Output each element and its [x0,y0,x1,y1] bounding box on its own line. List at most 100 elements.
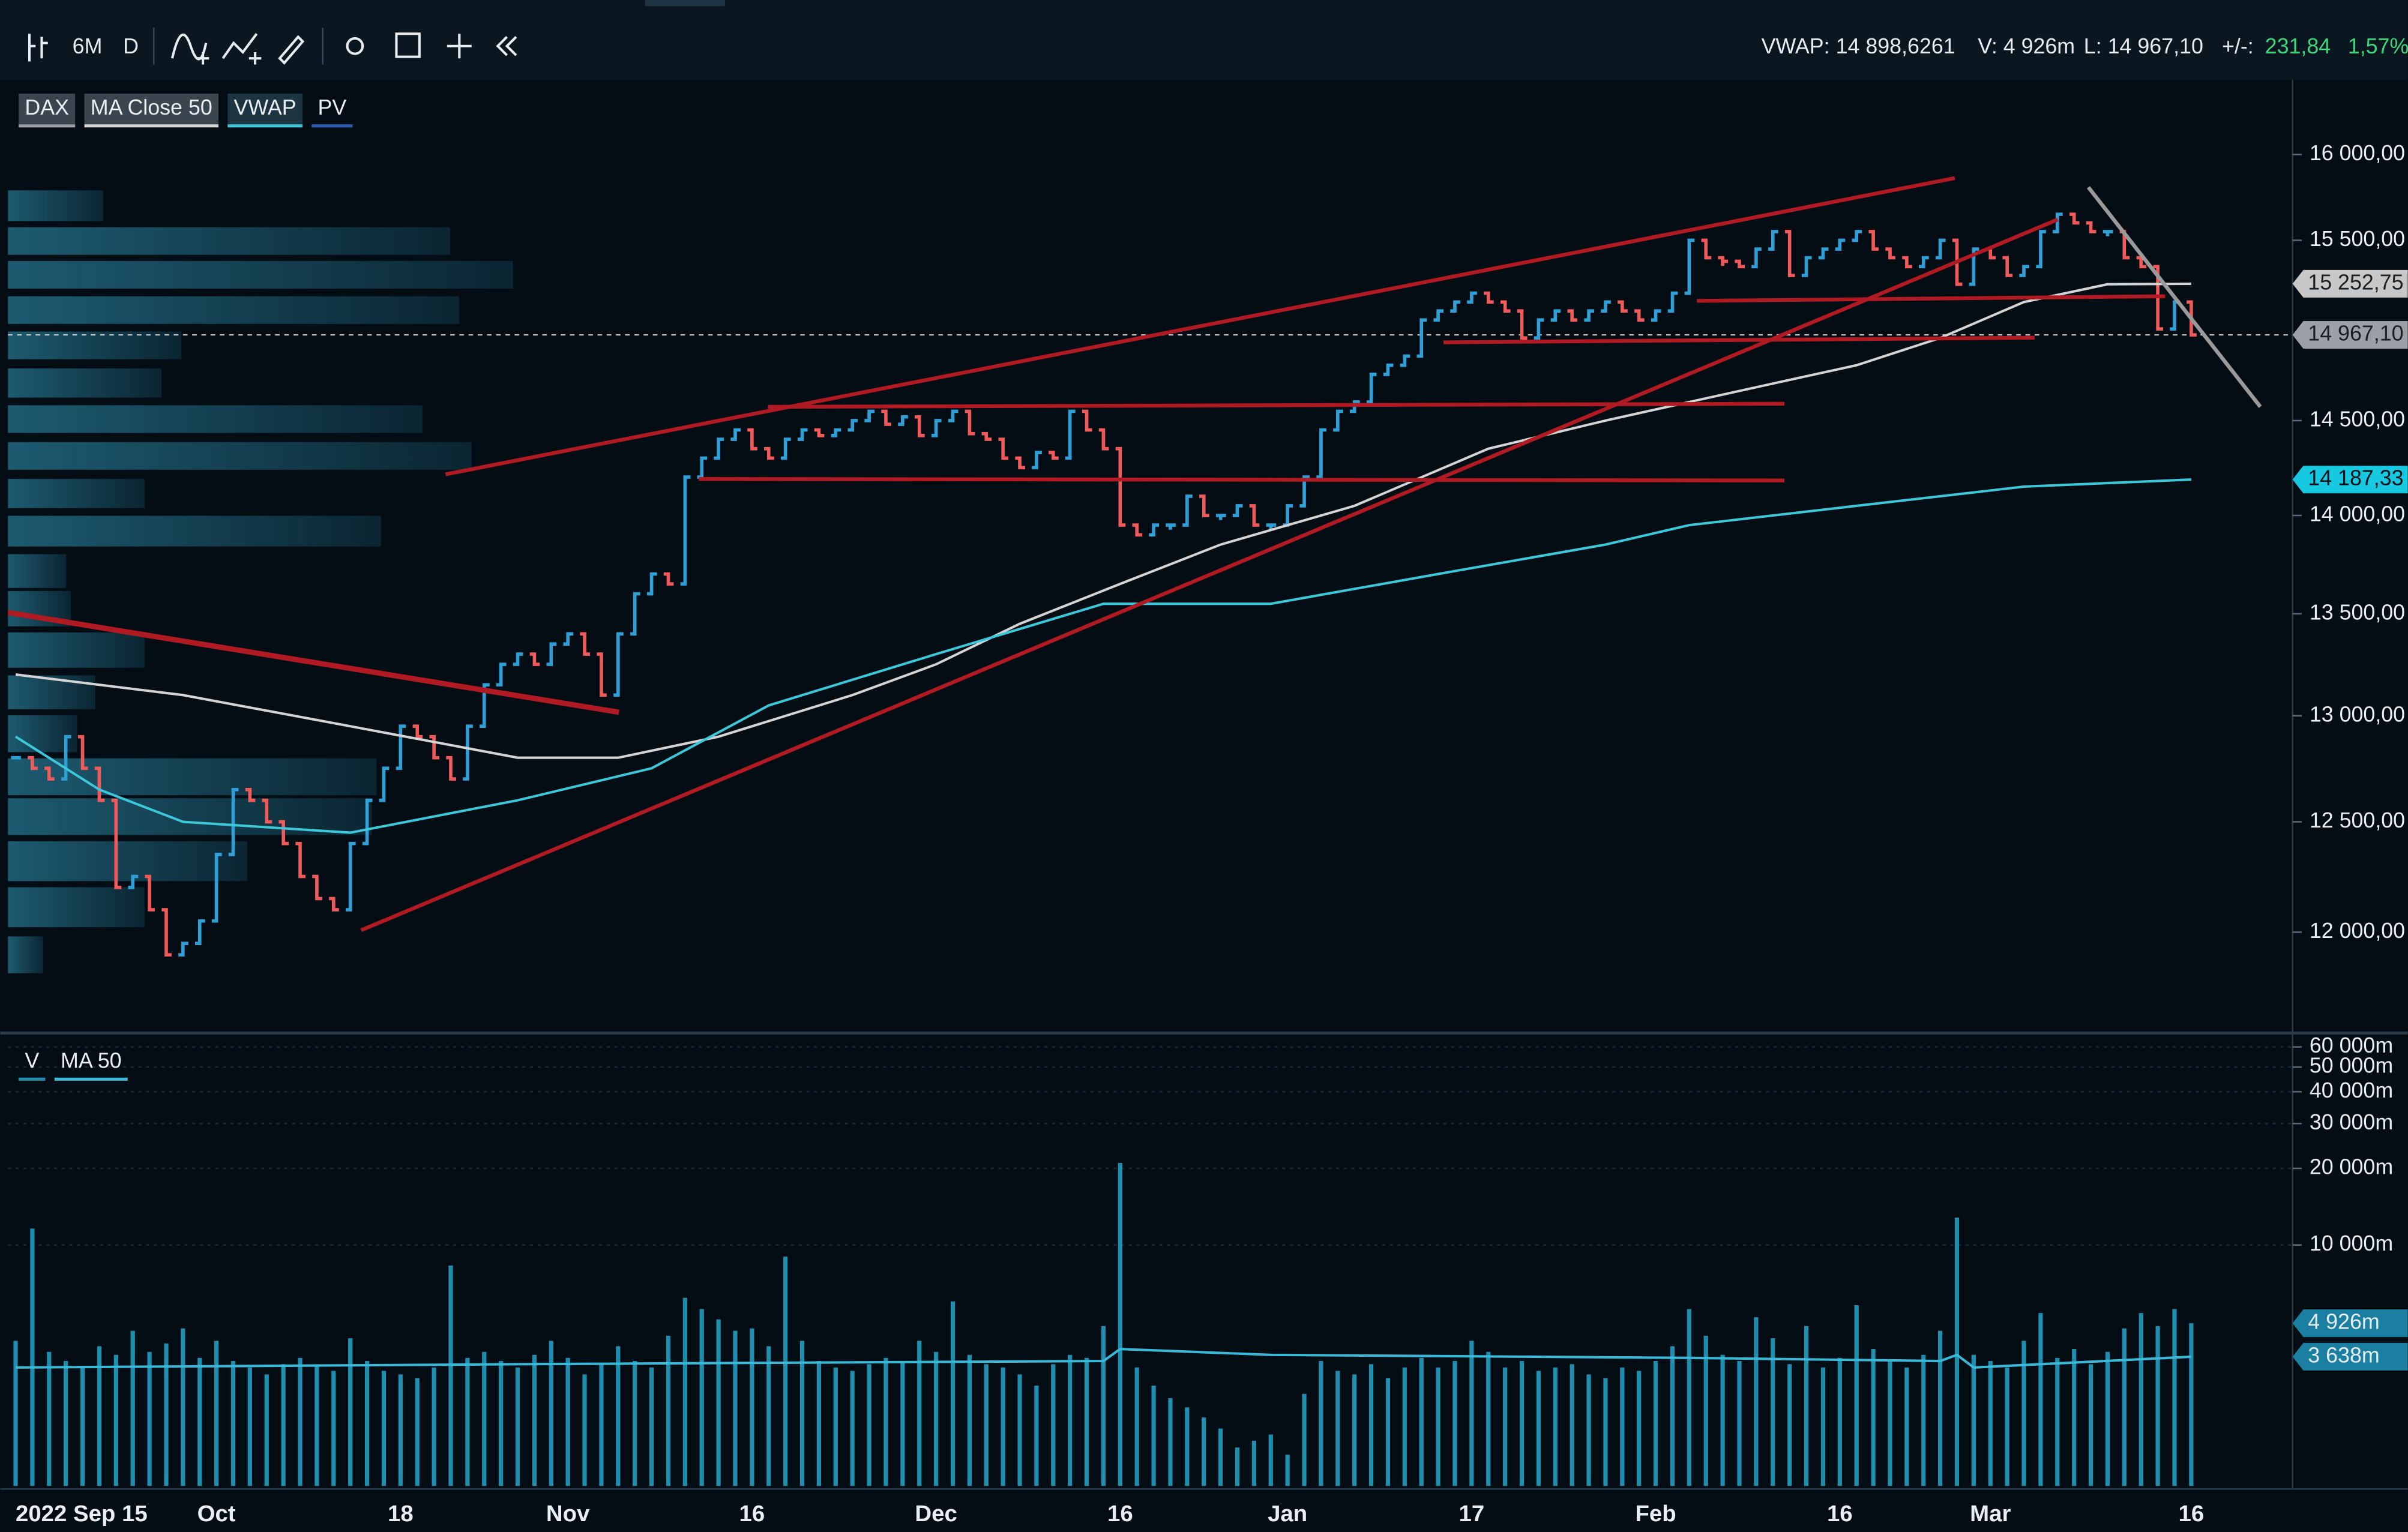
price-bar [1082,409,1092,432]
volume-bar [867,1364,871,1486]
volume-bar [2038,1313,2043,1486]
price-bar [1333,409,1343,432]
price-bar [178,942,188,957]
indicator-icon[interactable] [170,33,209,65]
price-bar [847,419,858,432]
price-bar [1902,256,1912,269]
volume-bar [666,1335,671,1486]
volume-bar [13,1341,18,1486]
volume-bar [130,1330,135,1486]
price-bar [245,787,256,802]
legend-entry: DAX [25,95,69,119]
quote-vwap: VWAP: 14 898,6261 [1762,34,1955,58]
volume-bar [1519,1361,1525,1486]
volume-bar [298,1357,303,1486]
price-bar [44,766,55,781]
volume-bar [1436,1367,1440,1486]
volume-bar [1051,1364,1056,1486]
volume-bar [47,1351,52,1486]
volume-bar [1235,1447,1240,1486]
crosshair-icon[interactable] [447,34,472,59]
y-tick-label: 30 000m [2310,1110,2393,1134]
price-bar [1784,230,1795,277]
period-button[interactable]: 6M [73,34,103,58]
interval-button[interactable]: D [123,34,139,58]
indicator-line [16,1348,2191,1369]
layout-icon[interactable] [395,32,421,58]
volume-bar [1804,1326,1809,1486]
volume-bar [1352,1374,1357,1486]
legend-underline [54,1077,128,1081]
price-bar [1735,259,1745,269]
volume-bar [499,1361,504,1486]
volume-bar [1218,1428,1223,1486]
price-bar [948,409,959,422]
volume-bar [214,1341,219,1486]
volume-bar [281,1364,286,1486]
price-badge-label: 15 252,75 [2308,270,2403,294]
volume-bar [1603,1378,1608,1486]
volume-bar [2155,1326,2160,1486]
volume-bar [2005,1367,2009,1486]
volume-bar [1737,1361,1742,1486]
volume-bar [97,1346,102,1486]
price-bar [513,652,523,666]
volume-bar [1620,1367,1625,1486]
pen-icon[interactable] [278,35,305,65]
price-bar [1467,291,1477,304]
price-bar [1015,456,1025,470]
collapse-icon[interactable] [496,35,517,56]
volume-bar [364,1361,370,1486]
volume-bar [1837,1357,1842,1486]
volume-bar [482,1351,487,1486]
volume-bar [1988,1361,1993,1486]
price-bar [1969,247,1979,286]
drawing-icon[interactable] [221,33,262,65]
volume-bar [465,1357,470,1486]
volume-bar [1503,1367,1508,1486]
volume-bar [1921,1354,1926,1486]
price-bar [2019,265,2029,277]
volume-bar [247,1367,252,1486]
price-bar [747,428,757,451]
price-bar [1885,247,1895,260]
y-tick-label: 60 000m [2310,1033,2393,1057]
volume-bar [1134,1367,1139,1486]
price-bar [898,415,908,426]
volume-bar [565,1357,570,1486]
price-bar [1935,238,1946,260]
volume-bar [2105,1351,2110,1486]
volume-bar [1368,1364,1374,1486]
price-bar [864,409,875,422]
volume-bar [850,1371,855,1486]
volume-bar [1703,1335,1708,1486]
x-tick-label: 18 [388,1501,414,1527]
price-bar [161,908,172,957]
settings-icon[interactable] [346,37,364,55]
price-bar [764,446,774,460]
bar-type-icon[interactable] [28,34,48,62]
y-tick-label: 40 000m [2310,1078,2393,1102]
volume-bar [415,1378,420,1486]
x-tick-label: 2022 Sep 15 [16,1501,148,1527]
price-bar [262,798,272,824]
volume-bar [1385,1378,1391,1486]
price-bar [814,428,825,437]
volume-bar [1017,1374,1022,1486]
price-bar [211,853,222,923]
volume-bar [950,1301,956,1486]
volume-bar [230,1361,236,1486]
price-bar [295,841,306,879]
toolbar-icons[interactable] [28,32,517,65]
price-badge [2292,1342,2408,1371]
price-bar [1132,523,1143,537]
price-bar [145,874,155,912]
price-bar [1919,256,1929,269]
price-bar [998,437,1009,460]
price-bar [797,428,808,441]
price-bar [1801,256,1812,277]
price-bar [1416,318,1427,358]
price-bar [1684,238,1695,295]
price-bar [1115,446,1126,527]
